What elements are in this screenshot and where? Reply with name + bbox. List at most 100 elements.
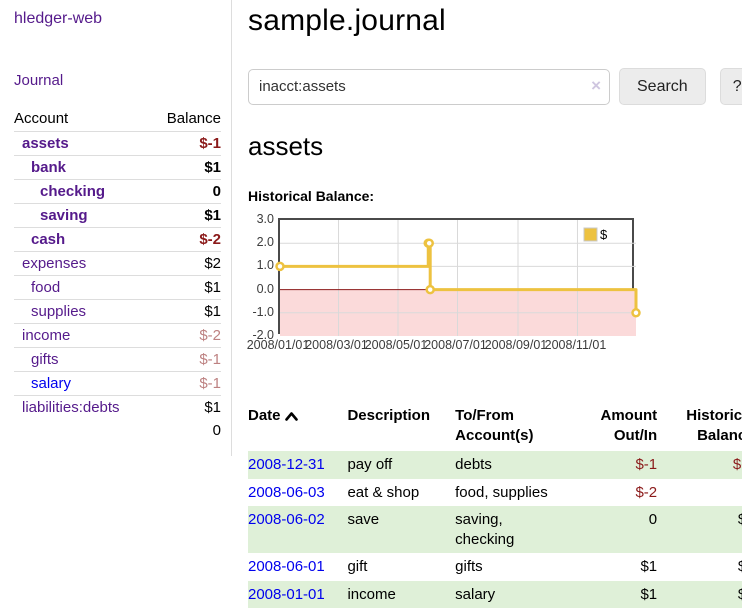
account-heading: assets <box>248 131 742 162</box>
main-content: sample.journal × Search ? assets Histori… <box>232 0 742 608</box>
transaction-date-link[interactable]: 2008-06-01 <box>248 558 325 575</box>
account-balance: $1 <box>151 300 221 324</box>
data-point-marker <box>633 309 640 316</box>
account-link[interactable]: supplies <box>31 303 86 320</box>
transaction-amount: 0 <box>570 506 657 553</box>
help-button[interactable]: ? <box>720 68 742 105</box>
account-row: salary$-1 <box>14 372 221 396</box>
transaction-date-cell: 2008-06-03 <box>248 479 347 507</box>
app-title: hledger-web <box>14 10 221 28</box>
y-tick-label: 0.0 <box>248 281 274 297</box>
balance-column-header: Balance <box>151 107 221 132</box>
accounts-column-header: To/From Account(s) <box>455 404 570 451</box>
transaction-accounts: saving, checking <box>455 506 570 553</box>
transaction-date-link[interactable]: 2008-12-31 <box>248 456 325 473</box>
transaction-balance: $2 <box>657 506 742 553</box>
account-balance: $-2 <box>151 228 221 252</box>
description-column-header: Description <box>347 404 455 451</box>
account-name-cell: food <box>14 276 151 300</box>
account-balance: $1 <box>151 204 221 228</box>
account-link[interactable]: food <box>31 279 60 296</box>
account-link[interactable]: expenses <box>22 255 86 272</box>
transaction-description: gift <box>347 553 455 581</box>
account-column-header: Account <box>14 107 151 132</box>
account-link[interactable]: salary <box>31 375 71 392</box>
x-tick-label: 2008/11/01 <box>545 338 607 352</box>
account-row: bank $1 <box>14 156 221 180</box>
transaction-description: save <box>347 506 455 553</box>
account-row: saving $1 <box>14 204 221 228</box>
chart-title: Historical Balance: <box>248 188 742 204</box>
transaction-balance: $2 <box>657 553 742 581</box>
account-name-cell: assets <box>14 132 151 156</box>
account-balance: $1 <box>151 156 221 180</box>
date-column-header[interactable]: Date <box>248 404 347 451</box>
search-button[interactable]: Search <box>619 68 706 105</box>
transaction-amount: $-1 <box>570 451 657 479</box>
sidebar-item-journal[interactable]: Journal <box>14 72 63 89</box>
clear-search-icon[interactable]: × <box>591 76 601 96</box>
x-tick-label: 2008/01/01 <box>247 338 310 352</box>
legend-swatch <box>584 228 597 241</box>
account-name-cell: cash <box>14 228 151 252</box>
sidebar: hledger-web Journal Account Balance asse… <box>0 0 232 456</box>
account-link[interactable]: assets <box>22 135 69 152</box>
account-link[interactable]: cash <box>31 231 65 248</box>
account-row: assets $-1 <box>14 132 221 156</box>
transaction-description: pay off <box>347 451 455 479</box>
x-tick-label: 2008/07/01 <box>424 338 487 352</box>
account-name-cell: saving <box>14 204 151 228</box>
transaction-accounts: debts <box>455 451 570 479</box>
y-tick-label: -1.0 <box>248 304 274 320</box>
transaction-accounts: salary <box>455 581 570 608</box>
transaction-date-link[interactable]: 2008-06-02 <box>248 511 325 528</box>
transaction-date-cell: 2008-06-02 <box>248 506 347 553</box>
account-name-cell: checking <box>14 180 151 204</box>
y-tick-label: 1.0 <box>248 257 274 273</box>
account-link[interactable]: bank <box>31 159 66 176</box>
total-balance: 0 <box>151 419 221 442</box>
account-balance: $-2 <box>151 324 221 348</box>
data-point-marker <box>426 240 433 247</box>
total-row: 0 <box>14 419 221 442</box>
transaction-amount: $1 <box>570 581 657 608</box>
transaction-balance: 0 <box>657 479 742 507</box>
transaction-date-link[interactable]: 2008-01-01 <box>248 586 325 603</box>
transaction-amount: $-2 <box>570 479 657 507</box>
account-link[interactable]: income <box>22 327 70 344</box>
transaction-date-link[interactable]: 2008-06-03 <box>248 484 325 501</box>
total-spacer <box>14 419 151 442</box>
account-balance: $-1 <box>151 132 221 156</box>
x-tick-label: 2008/05/01 <box>365 338 428 352</box>
account-link[interactable]: gifts <box>31 351 59 368</box>
app-title-link[interactable]: hledger-web <box>14 10 102 27</box>
legend-label: $ <box>600 227 608 242</box>
account-name-cell: income <box>14 324 151 348</box>
search-form: × Search ? <box>248 68 742 105</box>
balance-chart-plot: $ <box>278 218 634 334</box>
account-balance: $1 <box>151 396 221 420</box>
transaction-balance: $1 <box>657 581 742 608</box>
transaction-balance: $-1 <box>657 451 742 479</box>
search-input[interactable] <box>248 69 610 105</box>
transaction-accounts: gifts <box>455 553 570 581</box>
account-name-cell: bank <box>14 156 151 180</box>
account-name-cell: expenses <box>14 252 151 276</box>
transaction-date-cell: 2008-12-31 <box>248 451 347 479</box>
account-link[interactable]: saving <box>40 207 88 224</box>
journal-title: sample.journal <box>248 4 742 38</box>
sort-ascending-icon <box>285 411 298 421</box>
account-table-header-row: Account Balance <box>14 107 221 132</box>
account-row: cash $-2 <box>14 228 221 252</box>
account-link[interactable]: checking <box>40 183 105 200</box>
account-row: liabilities:debts $1 <box>14 396 221 420</box>
account-balance: $2 <box>151 252 221 276</box>
account-name-cell: salary <box>14 372 151 396</box>
transaction-description: eat & shop <box>347 479 455 507</box>
data-point-marker <box>427 286 434 293</box>
account-link[interactable]: liabilities:debts <box>22 399 120 416</box>
